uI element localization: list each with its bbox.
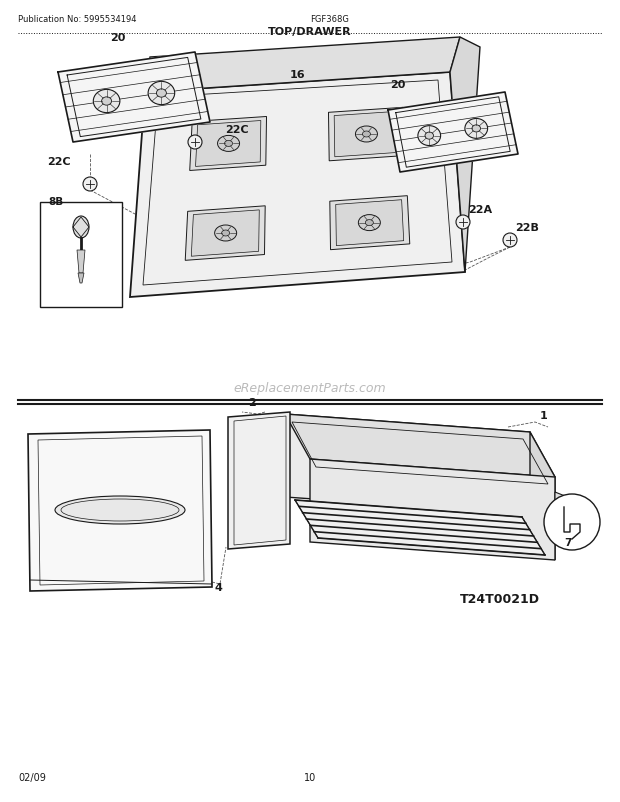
Bar (40, 203, 122, 308)
Ellipse shape (221, 231, 229, 237)
Polygon shape (192, 211, 259, 257)
Polygon shape (334, 112, 399, 157)
Polygon shape (190, 117, 267, 172)
Ellipse shape (425, 133, 433, 140)
Text: eReplacementParts.com: eReplacementParts.com (234, 382, 386, 395)
Polygon shape (388, 93, 518, 172)
Polygon shape (329, 108, 405, 161)
Ellipse shape (55, 496, 185, 525)
Ellipse shape (472, 126, 480, 133)
Polygon shape (130, 73, 465, 298)
Text: 22C: 22C (225, 125, 249, 135)
Text: 02/09: 02/09 (18, 772, 46, 782)
Polygon shape (285, 415, 555, 477)
Ellipse shape (93, 91, 120, 114)
Polygon shape (185, 207, 265, 261)
Text: 8B: 8B (48, 196, 63, 207)
Polygon shape (330, 196, 410, 250)
Polygon shape (530, 432, 555, 561)
Polygon shape (285, 415, 530, 514)
Ellipse shape (365, 221, 373, 226)
Polygon shape (77, 251, 85, 273)
Text: Publication No: 5995534194: Publication No: 5995534194 (18, 15, 136, 24)
Text: T24T0021D: T24T0021D (460, 592, 540, 606)
Ellipse shape (215, 225, 237, 241)
Ellipse shape (418, 127, 441, 146)
Circle shape (83, 178, 97, 192)
Text: TOP/DRAWER: TOP/DRAWER (268, 27, 352, 37)
Polygon shape (58, 53, 210, 143)
Ellipse shape (224, 141, 232, 148)
Polygon shape (145, 38, 460, 93)
Text: 22B: 22B (515, 223, 539, 233)
Circle shape (503, 233, 517, 248)
Ellipse shape (73, 217, 89, 239)
Circle shape (456, 216, 470, 229)
Text: 22A: 22A (468, 205, 492, 215)
Circle shape (188, 136, 202, 150)
Ellipse shape (355, 127, 378, 143)
Polygon shape (195, 121, 261, 167)
Text: 10: 10 (304, 772, 316, 782)
Text: 2: 2 (248, 398, 255, 407)
Text: 7: 7 (564, 537, 572, 547)
Polygon shape (228, 412, 290, 549)
Ellipse shape (465, 119, 487, 140)
Polygon shape (310, 460, 555, 561)
Text: FGF368G: FGF368G (310, 15, 349, 24)
Ellipse shape (156, 90, 166, 98)
Text: 16: 16 (290, 70, 306, 80)
Polygon shape (28, 431, 212, 591)
Polygon shape (295, 500, 545, 555)
Text: 20: 20 (110, 33, 125, 43)
Ellipse shape (148, 83, 175, 106)
Text: 20: 20 (390, 80, 405, 90)
Ellipse shape (218, 136, 239, 152)
Polygon shape (336, 200, 404, 246)
Polygon shape (555, 492, 575, 517)
Circle shape (544, 494, 600, 550)
Ellipse shape (102, 98, 112, 106)
Polygon shape (78, 273, 84, 284)
Text: 22C: 22C (47, 157, 71, 167)
Polygon shape (450, 38, 480, 273)
Text: 1: 1 (540, 411, 547, 420)
Ellipse shape (358, 216, 380, 231)
Ellipse shape (363, 132, 370, 138)
Text: 4: 4 (215, 582, 223, 592)
